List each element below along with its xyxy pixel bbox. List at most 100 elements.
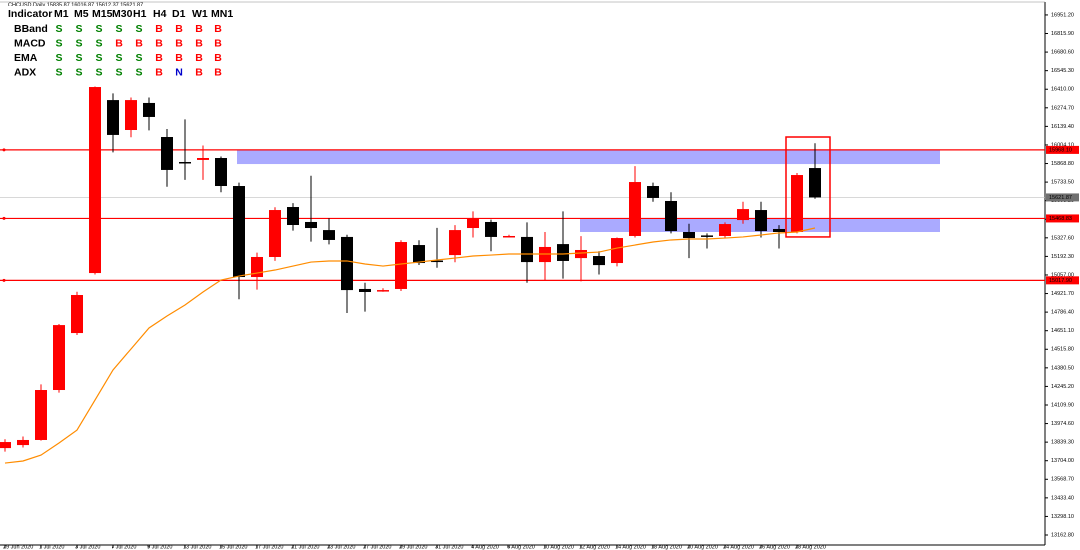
signal: B	[195, 23, 203, 35]
candle-body	[359, 288, 371, 292]
table-header: Indicator	[8, 8, 52, 20]
x-tick-label: 31 Jul 2020	[435, 544, 463, 550]
candle-body	[431, 260, 443, 263]
x-tick-label: 27 Jul 2020	[363, 544, 391, 550]
candle-body	[143, 102, 155, 117]
candle-body	[503, 235, 515, 238]
y-tick-label: 16545.30	[1051, 68, 1074, 74]
signal: B	[214, 52, 222, 64]
candle-body	[467, 218, 479, 229]
candle-body	[449, 230, 461, 256]
candle-body	[0, 442, 11, 449]
signal: B	[155, 66, 163, 78]
y-tick-label: 13162.80	[1051, 532, 1074, 538]
y-tick-label: 14109.90	[1051, 402, 1074, 408]
signal: B	[195, 66, 203, 78]
signal: S	[115, 23, 122, 35]
signal: S	[75, 52, 82, 64]
candle-body	[611, 238, 623, 264]
candle-body	[71, 295, 83, 334]
candle-body	[179, 161, 191, 164]
candle-body	[737, 209, 749, 221]
level-anchor	[2, 148, 6, 152]
candle-body	[53, 325, 65, 391]
chart-title: CHCUSD,Daily 15835.87 16016.87 15612.37 …	[8, 2, 143, 8]
candle-body	[647, 186, 659, 198]
signal: S	[95, 52, 102, 64]
x-tick-label: 24 Aug 2020	[723, 544, 754, 550]
price-tag	[1046, 145, 1079, 154]
table-background	[4, 6, 232, 80]
y-tick-label: 16951.20	[1051, 12, 1074, 18]
signal: S	[135, 23, 142, 35]
signal: B	[115, 37, 123, 49]
candle-body	[161, 137, 173, 170]
signal: B	[155, 37, 163, 49]
x-tick-label: 20 Aug 2020	[687, 544, 718, 550]
x-tick-label: 29 Jul 2020	[399, 544, 427, 550]
signal: B	[175, 52, 183, 64]
candle-body	[341, 236, 353, 291]
candle-body	[377, 290, 389, 292]
signal: S	[115, 66, 122, 78]
y-tick-label: 16680.60	[1051, 50, 1074, 56]
x-tick-label: 1 Jul 2020	[39, 544, 64, 550]
signal: S	[135, 66, 142, 78]
x-tick-label: 23 Jul 2020	[327, 544, 355, 550]
candle-body	[701, 235, 713, 237]
candle-body	[305, 221, 317, 229]
candle-body	[665, 200, 677, 232]
price-tag-label: 15017.90	[1049, 278, 1072, 284]
y-tick-label: 16004.10	[1051, 142, 1074, 148]
signal: B	[195, 37, 203, 49]
x-tick-label: 4 Aug 2020	[471, 544, 499, 550]
x-tick-label: 6 Aug 2020	[507, 544, 535, 550]
signal: S	[95, 23, 102, 35]
table-header: M15	[92, 8, 113, 20]
y-tick-label: 16410.00	[1051, 87, 1074, 93]
candle-body	[575, 249, 587, 259]
x-tick-label: 15 Jul 2020	[219, 544, 247, 550]
signal: S	[95, 66, 102, 78]
candle-body	[35, 390, 47, 440]
price-tag	[1046, 276, 1079, 285]
signal: B	[175, 23, 183, 35]
signal: S	[75, 66, 82, 78]
x-tick-label: 29 Jun 2020	[3, 544, 33, 550]
signal: S	[135, 52, 142, 64]
signal: B	[155, 23, 163, 35]
y-tick-label: 14245.20	[1051, 384, 1074, 390]
candle-body	[413, 245, 425, 264]
candle-body	[215, 158, 227, 187]
candle-body	[809, 168, 821, 198]
signal: S	[55, 37, 62, 49]
y-tick-label: 14921.70	[1051, 291, 1074, 297]
candle-body	[719, 224, 731, 236]
x-tick-label: 18 Aug 2020	[651, 544, 682, 550]
table-header: MN1	[211, 8, 233, 20]
y-tick-label: 15192.30	[1051, 254, 1074, 260]
signal: B	[195, 52, 203, 64]
x-tick-label: 7 Jul 2020	[111, 544, 136, 550]
y-tick-label: 14515.80	[1051, 347, 1074, 353]
x-tick-label: 17 Jul 2020	[255, 544, 283, 550]
signal: B	[155, 52, 163, 64]
candle-body	[755, 210, 767, 232]
candle-body	[395, 242, 407, 289]
table-header: M5	[74, 8, 89, 20]
signal: S	[55, 52, 62, 64]
candle-body	[683, 232, 695, 239]
x-tick-label: 9 Jul 2020	[147, 544, 172, 550]
y-tick-label: 15868.80	[1051, 161, 1074, 167]
table-row-label: MACD	[14, 37, 46, 49]
x-tick-label: 12 Aug 2020	[579, 544, 610, 550]
candle-body	[557, 244, 569, 261]
table-row-label: ADX	[14, 66, 36, 78]
y-tick-label: 16815.90	[1051, 31, 1074, 37]
y-tick-label: 13974.60	[1051, 421, 1074, 427]
y-tick-label: 13433.40	[1051, 495, 1074, 501]
x-tick-label: 28 Aug 2020	[795, 544, 826, 550]
signal: B	[214, 37, 222, 49]
candle-body	[125, 100, 137, 131]
